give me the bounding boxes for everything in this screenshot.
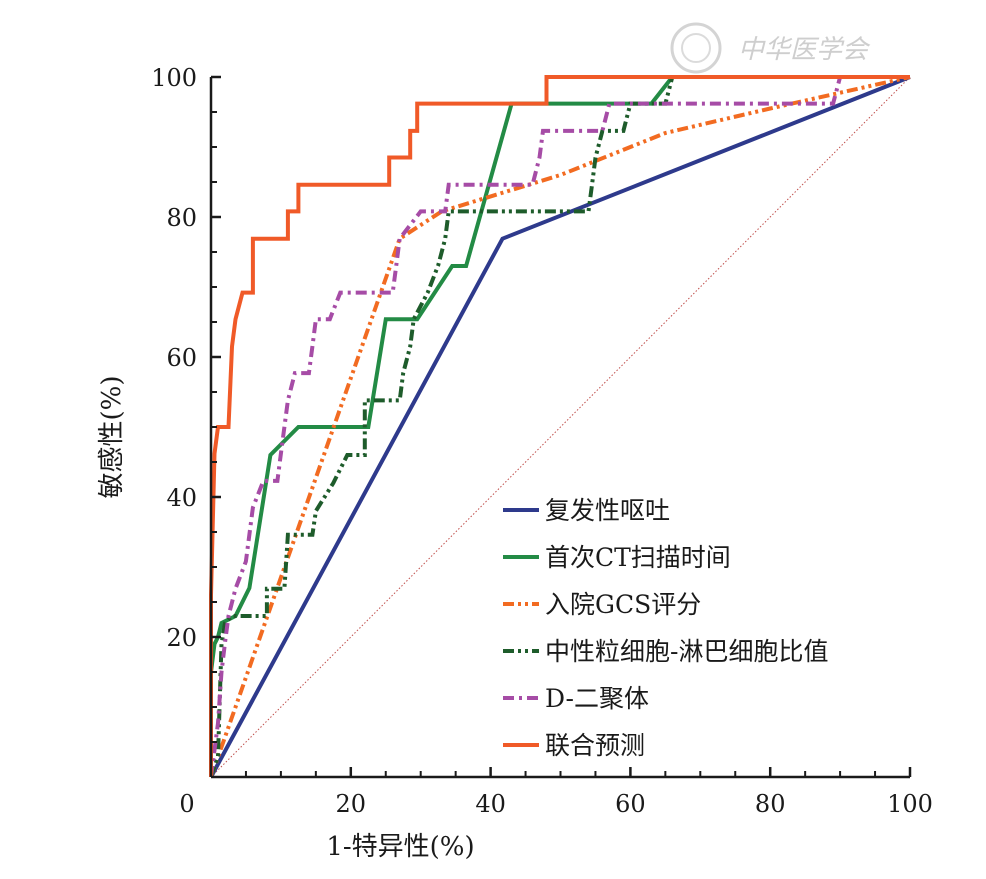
y-tick-label: 60 — [166, 344, 197, 372]
origin-label: 0 — [179, 790, 194, 818]
axes: 20 40 60 80 100 20 40 60 80 100 0 — [151, 64, 933, 818]
series-line-3 — [209, 75, 911, 778]
x-tick-label: 20 — [336, 790, 367, 818]
watermark-text: 中华医学会 — [738, 35, 871, 65]
x-tick-label: 80 — [755, 790, 786, 818]
x-tick-label: 100 — [887, 790, 933, 818]
series-line-4 — [209, 75, 910, 778]
legend-label: 入院GCS评分 — [545, 590, 701, 619]
series-line-6 — [209, 75, 910, 777]
x-axis-title: 1-特异性(%) — [326, 832, 474, 862]
y-tick-label: 20 — [166, 624, 197, 652]
y-ticks: 20 40 60 80 100 — [151, 64, 221, 743]
x-ticks: 20 40 60 80 100 — [244, 767, 933, 818]
y-tick-label: 40 — [166, 484, 197, 512]
watermark-seal-inner — [681, 33, 711, 63]
legend-label: 联合预测 — [545, 731, 645, 760]
series-line-5 — [209, 75, 910, 778]
legend-label: 复发性呕吐 — [545, 496, 670, 525]
watermark: 中华医学会 — [670, 22, 871, 74]
legend-label: D-二聚体 — [545, 684, 649, 713]
series-line-1 — [209, 75, 911, 778]
legend-label: 首次CT扫描时间 — [545, 543, 731, 572]
y-tick-label: 100 — [151, 64, 197, 92]
reference-diagonal — [210, 76, 911, 778]
x-tick-label: 40 — [475, 790, 506, 818]
watermark-seal-icon — [670, 22, 722, 74]
x-tick-label: 60 — [615, 790, 646, 818]
y-tick-label: 80 — [166, 204, 197, 232]
legend-label: 中性粒细胞-淋巴细胞比值 — [545, 637, 828, 666]
y-axis-title: 敏感性(%) — [97, 376, 127, 499]
series-layer — [209, 75, 911, 778]
